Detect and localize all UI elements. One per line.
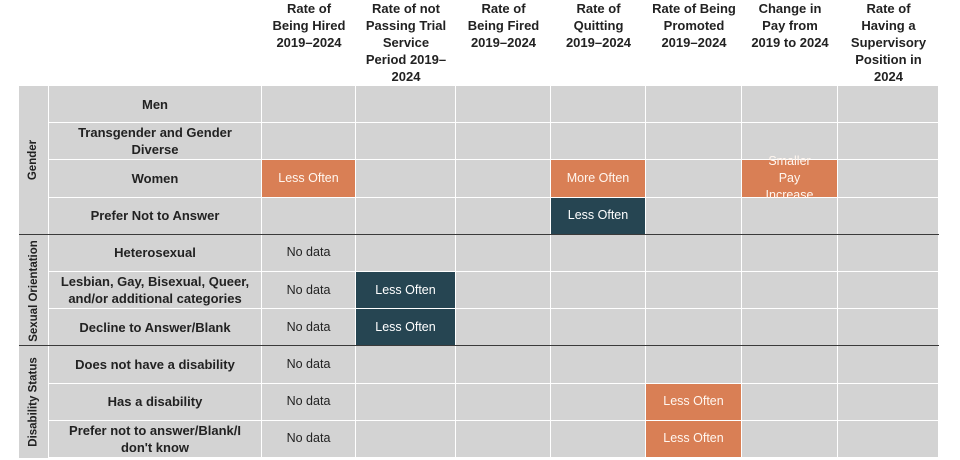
row-label: Men xyxy=(49,86,262,124)
table-cell xyxy=(646,309,742,347)
table-cell xyxy=(646,86,742,124)
row-label: Transgender and Gender Diverse xyxy=(49,123,262,161)
table-cell: No data xyxy=(262,420,356,458)
table-cell xyxy=(456,272,551,310)
table-cell xyxy=(742,383,838,421)
row-label: Prefer Not to Answer xyxy=(49,197,262,235)
table-cell xyxy=(356,420,456,458)
table-cell xyxy=(262,123,356,161)
row-label: Women xyxy=(49,160,262,198)
table-cell xyxy=(646,160,742,198)
group-label: Disability Status xyxy=(19,346,49,458)
group-label-text: Gender xyxy=(27,140,40,181)
table-cell xyxy=(262,86,356,124)
table-cell xyxy=(742,197,838,235)
table-cell xyxy=(456,309,551,347)
table-cell: Less Often xyxy=(356,309,456,347)
group-label: Sexual Orientation xyxy=(19,234,49,347)
table-cell: Less Often xyxy=(356,272,456,310)
table-cell xyxy=(838,420,939,458)
table-cell xyxy=(551,383,646,421)
table-cell xyxy=(456,197,551,235)
table-cell: No data xyxy=(262,346,356,384)
table-cell xyxy=(742,309,838,347)
row-label: Does not have a disability xyxy=(49,346,262,384)
table-cell xyxy=(356,123,456,161)
column-header: Change in Pay from 2019 to 2024 xyxy=(751,1,829,50)
table-cell xyxy=(838,346,939,384)
table-cell xyxy=(646,123,742,161)
table-cell xyxy=(838,234,939,272)
table-cell: Less Often xyxy=(262,160,356,198)
column-header: Rate of Being Promoted 2019–2024 xyxy=(652,1,736,50)
table-cell xyxy=(551,272,646,310)
table-cell xyxy=(356,383,456,421)
table-cell xyxy=(838,309,939,347)
table-cell: More Often xyxy=(551,160,646,198)
table-cell xyxy=(646,272,742,310)
column-header: Rate of Being Hired 2019–2024 xyxy=(272,1,346,50)
row-label: Lesbian, Gay, Bisexual, Queer, and/or ad… xyxy=(49,272,262,310)
table-cell: No data xyxy=(262,272,356,310)
table-cell xyxy=(838,86,939,124)
column-header: Rate of Quitting 2019–2024 xyxy=(565,1,632,50)
table-cell xyxy=(838,272,939,310)
table-cell xyxy=(742,123,838,161)
table-cell: Less Often xyxy=(646,383,742,421)
table-cell: No data xyxy=(262,383,356,421)
column-header: Rate of not Passing Trial Service Period… xyxy=(365,1,447,84)
row-label: Heterosexual xyxy=(49,234,262,272)
table-cell xyxy=(456,86,551,124)
table-cell xyxy=(551,86,646,124)
row-label: Prefer not to answer/Blank/I don't know xyxy=(49,420,262,458)
table-cell xyxy=(742,346,838,384)
table-cell xyxy=(742,272,838,310)
table-cell xyxy=(356,197,456,235)
table-cell xyxy=(356,234,456,272)
column-header: Rate of Being Fired 2019–2024 xyxy=(467,1,540,50)
group-label-text: Disability Status xyxy=(27,357,40,447)
table-cell xyxy=(551,123,646,161)
table-cell xyxy=(646,234,742,272)
table-cell xyxy=(838,123,939,161)
table-cell xyxy=(646,197,742,235)
table-cell xyxy=(356,160,456,198)
group-separator xyxy=(19,345,939,347)
table-cell xyxy=(742,86,838,124)
table-cell xyxy=(838,383,939,421)
table-cell: No data xyxy=(262,309,356,347)
table-cell xyxy=(456,346,551,384)
table-cell xyxy=(551,234,646,272)
table-cell: Less Often xyxy=(646,420,742,458)
table-cell xyxy=(456,160,551,198)
table-cell xyxy=(742,420,838,458)
table-cell: Smaller Pay Increase xyxy=(742,154,838,202)
table-cell xyxy=(838,160,939,198)
table-cell xyxy=(742,234,838,272)
table-cell: No data xyxy=(262,234,356,272)
table-cell xyxy=(356,86,456,124)
row-label: Decline to Answer/Blank xyxy=(49,309,262,347)
column-header: Rate of Having a Supervisory Position in… xyxy=(850,1,927,84)
table-cell xyxy=(646,346,742,384)
table-cell xyxy=(356,346,456,384)
group-label: Gender xyxy=(19,86,49,235)
table-cell xyxy=(456,234,551,272)
table-cell xyxy=(456,420,551,458)
table-cell xyxy=(456,123,551,161)
table-cell xyxy=(838,197,939,235)
table-cell xyxy=(262,197,356,235)
table-cell: Less Often xyxy=(551,197,646,235)
table-cell xyxy=(551,309,646,347)
table-cell xyxy=(551,420,646,458)
group-separator xyxy=(19,233,939,236)
table-cell xyxy=(456,383,551,421)
row-label: Has a disability xyxy=(49,383,262,421)
group-label-text: Sexual Orientation xyxy=(27,239,40,342)
table-cell xyxy=(551,346,646,384)
